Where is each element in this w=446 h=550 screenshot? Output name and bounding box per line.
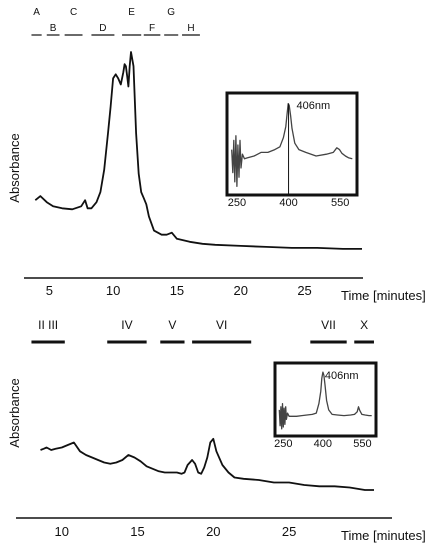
chart-top: Absorbance Time [minutes] 5 10 15 20 25 AB C D E… xyxy=(7,7,426,303)
chart-bottom-x-tick-label: 10 xyxy=(55,524,69,539)
chart-bottom-series-line xyxy=(40,437,374,491)
chart-top-fraction-label: F xyxy=(149,23,155,34)
chart-top-inset-tick-label: 400 xyxy=(279,197,297,209)
chart-bottom-inset: 406nm 250 400 550 xyxy=(273,361,378,450)
chart-bottom-xlabel: Time [minutes] xyxy=(341,528,426,543)
chart-bottom-inset-peak-label: 406nm xyxy=(325,370,359,382)
chart-top-fraction-label: D xyxy=(99,23,106,34)
chart-top-x-tick-label: 15 xyxy=(170,283,184,298)
chart-top-inset-tick-label: 250 xyxy=(228,197,246,209)
chart-top-fraction-label: E xyxy=(128,7,135,18)
chart-bottom-fraction-label: VI xyxy=(216,318,227,332)
chart-top-x-tick-label: 10 xyxy=(106,283,120,298)
chart-bottom-fraction-label: X xyxy=(360,318,368,332)
chart-top-fraction-label: G xyxy=(167,7,175,18)
chart-top-inset-spectrum xyxy=(231,102,353,188)
chart-bottom-inset-tick-label: 250 xyxy=(274,438,292,450)
chart-top-x-tick-label: 25 xyxy=(297,283,311,298)
chart-bottom: Absorbance Time [minutes] 10 15 20 25 II III… xyxy=(7,318,426,543)
chart-top-inset: 406nm 250 400 550 xyxy=(225,91,359,209)
chart-top-inset-peak-label: 406nm xyxy=(297,100,331,112)
chart-top-fraction-label: H xyxy=(187,23,194,34)
chart-bottom-fraction-label: II III xyxy=(38,318,58,332)
chart-bottom-fraction-label: V xyxy=(168,318,176,332)
chart-bottom-fraction-label: VII xyxy=(321,318,336,332)
chart-bottom-ylabel: Absorbance xyxy=(7,378,22,447)
chart-bottom-x-tick-label: 15 xyxy=(130,524,144,539)
chart-top-xlabel: Time [minutes] xyxy=(341,288,426,303)
chart-bottom-x-tick-label: 20 xyxy=(206,524,220,539)
chart-bottom-inset-spectrum xyxy=(278,371,372,430)
chart-top-x-tick-label: 5 xyxy=(46,283,53,298)
chart-bottom-fraction-label: IV xyxy=(121,318,132,332)
chart-top-fraction-label: C xyxy=(70,7,77,18)
chart-bottom-inset-tick-label: 550 xyxy=(353,438,371,450)
chart-bottom-x-tick-label: 25 xyxy=(282,524,296,539)
chart-top-series-line xyxy=(34,51,362,250)
chart-top-ylabel: Absorbance xyxy=(7,133,22,202)
chart-top-fraction-label: B xyxy=(50,23,57,34)
chart-top-fraction-label: A xyxy=(33,7,40,18)
chart-top-inset-frame xyxy=(225,91,359,197)
chart-bottom-inset-tick-label: 400 xyxy=(314,438,332,450)
chart-top-x-tick-label: 20 xyxy=(234,283,248,298)
chart-bottom-inset-frame xyxy=(273,361,378,438)
chart-top-inset-tick-label: 550 xyxy=(331,197,349,209)
